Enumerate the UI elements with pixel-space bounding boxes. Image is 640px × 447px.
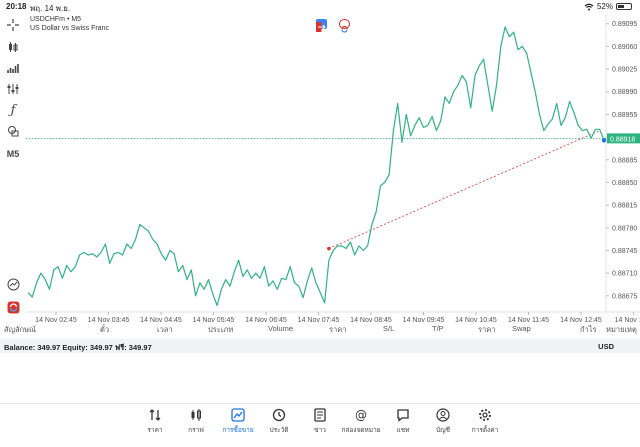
status-bar: 20:18 พฤ. 14 พ.ย. 52%	[0, 0, 640, 14]
y-tick-label: 0.88955	[612, 112, 637, 119]
col-note: หมายเหตุ	[606, 325, 637, 334]
col-price: ราคา	[329, 325, 347, 334]
x-tick-label: 14 Nov 05:45	[193, 317, 235, 324]
status-time: 20:18	[6, 2, 27, 11]
sell-buy-indicator-icon[interactable]	[316, 19, 327, 32]
svg-text:@: @	[355, 408, 367, 422]
nav-trade[interactable]: การซื้อขาย	[218, 408, 258, 435]
y-tick-label: 0.88780	[612, 225, 637, 232]
wifi-icon	[584, 3, 594, 10]
col-tp: T/P	[432, 324, 444, 333]
nav-news[interactable]: ข่าว	[300, 408, 340, 435]
x-tick-label: 14 Nov 10:45	[455, 317, 497, 324]
battery-percent: 52%	[596, 2, 613, 11]
nav-chart-label: กราฟ	[188, 427, 204, 434]
chat-icon	[397, 409, 409, 422]
settings-icon	[479, 409, 491, 421]
nav-chat[interactable]: แชท	[383, 408, 423, 435]
x-tick-label: 14 Nov 03:45	[88, 317, 130, 324]
trade-history-icon[interactable]	[4, 275, 22, 293]
account-icon	[436, 408, 450, 422]
nav-account-label: บัญชี	[435, 427, 451, 434]
col-profit: กำไร	[580, 325, 597, 334]
col-swap: Swap	[512, 324, 531, 333]
crosshair-icon[interactable]	[4, 16, 22, 34]
indicators-icon[interactable]	[4, 59, 22, 77]
chart-symbol-title: USDCHFm • M5	[30, 16, 82, 23]
y-tick-label: 0.88990	[612, 89, 637, 96]
timeframe-m5-button[interactable]: M5	[6, 149, 20, 159]
nav-history-label: ประวัติ	[269, 427, 289, 434]
y-tick-label: 0.88710	[612, 271, 637, 278]
x-tick-label: 14 Nov 04:45	[140, 317, 182, 324]
status-date: พฤ. 14 พ.ย.	[30, 4, 71, 13]
battery-fill	[618, 5, 625, 8]
x-tick-label: 14 Nov 09:45	[403, 317, 445, 324]
nav-history[interactable]: ประวัติ	[259, 408, 299, 435]
x-tick-label: 14 Nov 08:45	[350, 317, 392, 324]
nav-chat-label: แชท	[396, 427, 410, 434]
news-icon	[314, 408, 326, 422]
col-ticket: ตั๋ว	[100, 325, 110, 334]
bottom-navigation: ราคา กราฟ การซื้อขาย ประวัติ ข่าว @ กล่อ…	[0, 403, 640, 447]
trade-table-header: สัญลักษณ์ ตั๋ว เวลา ประเภท Volume ราคา S…	[0, 321, 640, 335]
history-icon	[272, 408, 286, 422]
mail-icon: @	[355, 408, 367, 422]
nav-quotes-label: ราคา	[147, 427, 163, 434]
chart-area[interactable]: 0.89095 0.89060 0.89025 0.88990 0.88955 0.889…	[26, 14, 640, 328]
chart-toolbar: ƒ M5	[0, 14, 26, 322]
battery-icon	[616, 3, 632, 10]
balance-bar: Balance: 349.97 Equity: 349.97 ฟรี: 349.…	[0, 339, 640, 353]
current-price-label: 0.88918	[610, 136, 635, 143]
price-chart[interactable]: 0.89095 0.89060 0.89025 0.88990 0.88955 0.889…	[26, 14, 640, 328]
y-tick-label: 0.88885	[612, 157, 637, 164]
price-series-line	[27, 26, 605, 307]
function-icon[interactable]: ƒ	[10, 102, 16, 118]
y-tick-label: 0.88745	[612, 248, 637, 255]
trade-entry-point	[327, 246, 331, 251]
arrows-icon	[149, 409, 161, 421]
chart-type-candles-icon[interactable]	[4, 38, 22, 56]
nav-mailbox[interactable]: @ กล่องจดหมาย	[341, 408, 381, 435]
col-type: ประเภท	[208, 325, 234, 334]
y-tick-label: 0.89060	[612, 44, 637, 51]
x-tick-label: 14 Nov 07:45	[298, 317, 340, 324]
account-currency: USD	[598, 342, 614, 351]
nav-quotes[interactable]: ราคา	[135, 408, 175, 435]
settings-sliders-icon[interactable]	[4, 80, 22, 98]
one-click-trading-icon[interactable]	[4, 298, 22, 316]
col-symbol: สัญลักษณ์	[4, 325, 37, 334]
nav-settings[interactable]: การตั้งค่า	[465, 408, 505, 435]
status-right: 52%	[584, 2, 632, 11]
nav-chart[interactable]: กราฟ	[176, 408, 216, 435]
col-time: เวลา	[157, 325, 173, 334]
y-tick-label: 0.89095	[612, 21, 637, 28]
x-tick-label: 14 Nov 11:45	[508, 317, 549, 324]
objects-icon[interactable]	[4, 122, 22, 140]
current-price-tag	[607, 133, 640, 144]
x-tick-label: 14 Nov 13:4	[615, 317, 640, 324]
x-tick-label: 14 Nov 02:45	[35, 317, 77, 324]
x-tick-label: 14 Nov 12:45	[560, 317, 602, 324]
nav-settings-label: การตั้งค่า	[471, 427, 499, 434]
trade-icon	[231, 408, 245, 422]
last-price-point	[601, 138, 607, 143]
nav-account[interactable]: บัญชี	[423, 408, 463, 435]
trade-connector-line	[328, 130, 600, 249]
col-sl: S/L	[383, 324, 395, 333]
y-tick-label: 0.88850	[612, 180, 637, 187]
candles-icon	[191, 409, 201, 421]
balance-summary: Balance: 349.97 Equity: 349.97 ฟรี: 349.…	[4, 343, 152, 352]
y-tick-label: 0.88815	[612, 203, 637, 210]
y-tick-label: 0.88675	[612, 293, 637, 300]
col-price-current: ราคา	[478, 325, 496, 334]
col-volume: Volume	[268, 324, 294, 333]
y-tick-label: 0.89025	[612, 67, 637, 74]
nav-news-label: ข่าว	[314, 427, 326, 434]
chart-symbol-description: US Dollar vs Swiss Franc	[30, 25, 109, 32]
nav-mailbox-label: กล่องจดหมาย	[341, 427, 381, 434]
x-tick-label: 14 Nov 06:45	[245, 317, 287, 324]
refresh-indicator-icon[interactable]	[339, 19, 350, 33]
nav-trade-label: การซื้อขาย	[222, 427, 254, 434]
